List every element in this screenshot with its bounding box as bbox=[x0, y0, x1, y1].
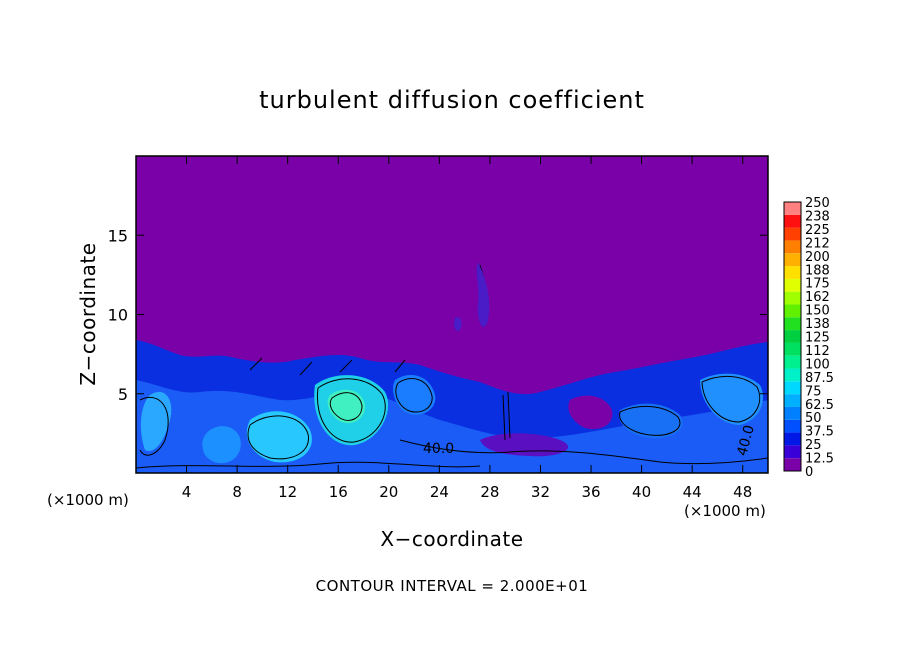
colorbar-swatch bbox=[784, 278, 801, 292]
eddy-region bbox=[568, 395, 613, 430]
x-tick-label: 24 bbox=[430, 483, 449, 501]
contour-lines bbox=[136, 264, 768, 469]
y-tick-label: 15 bbox=[108, 226, 128, 245]
colorbar-label: 25 bbox=[805, 438, 822, 453]
colorbar-label: 188 bbox=[805, 263, 830, 278]
colorbar-label: 100 bbox=[805, 357, 830, 372]
y-axis: 5 10 15 bbox=[108, 226, 768, 404]
x-tick-label: 8 bbox=[232, 483, 242, 501]
colorbar-label: 0 bbox=[805, 465, 813, 480]
colorbar-swatch bbox=[784, 304, 801, 318]
contour-label: 40.0 bbox=[423, 441, 454, 457]
colorbar-label: 250 bbox=[805, 196, 830, 211]
colorbar-swatch bbox=[784, 214, 801, 228]
colorbar-label: 200 bbox=[805, 250, 830, 265]
x-tick-label: 32 bbox=[531, 483, 550, 501]
colorbar-label: 138 bbox=[805, 317, 830, 332]
colorbar-swatch bbox=[784, 368, 801, 382]
colorbar-label: 75 bbox=[805, 384, 822, 399]
turbulence-patch bbox=[202, 426, 241, 464]
y-axis-unit: (×1000 m) bbox=[47, 491, 129, 509]
colorbar-label: 37.5 bbox=[805, 425, 834, 440]
colorbar-label: 225 bbox=[805, 223, 830, 238]
colorbar-swatch bbox=[784, 342, 801, 356]
x-tick-label: 4 bbox=[182, 483, 192, 501]
colorbar-swatch bbox=[784, 266, 801, 279]
colorbar-label: 175 bbox=[805, 277, 830, 292]
colorbar-label: 125 bbox=[805, 331, 830, 346]
turbulence-patch bbox=[246, 411, 312, 463]
colorbar: 012.52537.55062.57587.510011212513815016… bbox=[783, 196, 834, 480]
colorbar-swatch bbox=[784, 419, 801, 433]
colorbar-swatch bbox=[784, 253, 801, 267]
chart-title: turbulent diffusion coefficient bbox=[259, 86, 645, 114]
colorbar-swatch bbox=[784, 317, 801, 331]
x-tick-label: 48 bbox=[733, 483, 752, 501]
y-tick-label: 10 bbox=[108, 306, 128, 325]
colorbar-swatch bbox=[784, 381, 801, 395]
y-tick-label: 5 bbox=[118, 385, 128, 404]
y-axis-label: Z−coordinate bbox=[76, 242, 100, 386]
x-tick-label: 28 bbox=[480, 483, 499, 501]
colorbar-label: 212 bbox=[805, 236, 830, 251]
colorbar-swatch bbox=[784, 445, 801, 459]
contour-interval-note: CONTOUR INTERVAL = 2.000E+01 bbox=[315, 577, 589, 595]
x-tick-label: 36 bbox=[581, 483, 600, 501]
colorbar-label: 162 bbox=[805, 290, 830, 305]
colorbar-label: 87.5 bbox=[805, 371, 834, 386]
turbulence-patch bbox=[393, 375, 436, 415]
turbulence-patch bbox=[140, 391, 172, 451]
plume-region bbox=[453, 317, 462, 332]
colorbar-swatch bbox=[784, 432, 801, 446]
contour-label: 40.0 bbox=[734, 423, 758, 457]
x-tick-label: 20 bbox=[379, 483, 398, 501]
colorbar-swatch bbox=[784, 330, 801, 343]
turbulence-field bbox=[136, 262, 768, 473]
turbulence-patch bbox=[619, 403, 683, 439]
colorbar-swatch bbox=[784, 458, 801, 471]
colorbar-swatch bbox=[784, 291, 801, 305]
x-tick-label: 16 bbox=[329, 483, 348, 501]
colorbar-label: 238 bbox=[805, 209, 830, 224]
turbulence-patch bbox=[327, 389, 366, 424]
colorbar-swatch bbox=[784, 240, 801, 254]
x-tick-label: 40 bbox=[632, 483, 651, 501]
x-tick-label: 12 bbox=[278, 483, 297, 501]
colorbar-label: 50 bbox=[805, 411, 822, 426]
x-tick-label: 44 bbox=[683, 483, 702, 501]
colorbar-label: 12.5 bbox=[805, 452, 834, 467]
colorbar-label: 112 bbox=[805, 344, 830, 359]
colorbar-frame bbox=[783, 201, 802, 472]
colorbar-swatch bbox=[784, 355, 801, 369]
colorbar-swatch bbox=[784, 202, 801, 215]
colorbar-swatch bbox=[784, 227, 801, 241]
x-axis: 4 8 12 16 20 24 28 32 36 40 44 48 bbox=[182, 156, 752, 501]
x-axis-label: X−coordinate bbox=[380, 527, 524, 551]
colorbar-label: 62.5 bbox=[805, 398, 834, 413]
plume-region bbox=[476, 262, 490, 327]
colorbar-swatch bbox=[784, 406, 801, 420]
x-axis-unit: (×1000 m) bbox=[684, 502, 766, 520]
colorbar-swatch bbox=[784, 394, 801, 407]
colorbar-label: 150 bbox=[805, 304, 830, 319]
